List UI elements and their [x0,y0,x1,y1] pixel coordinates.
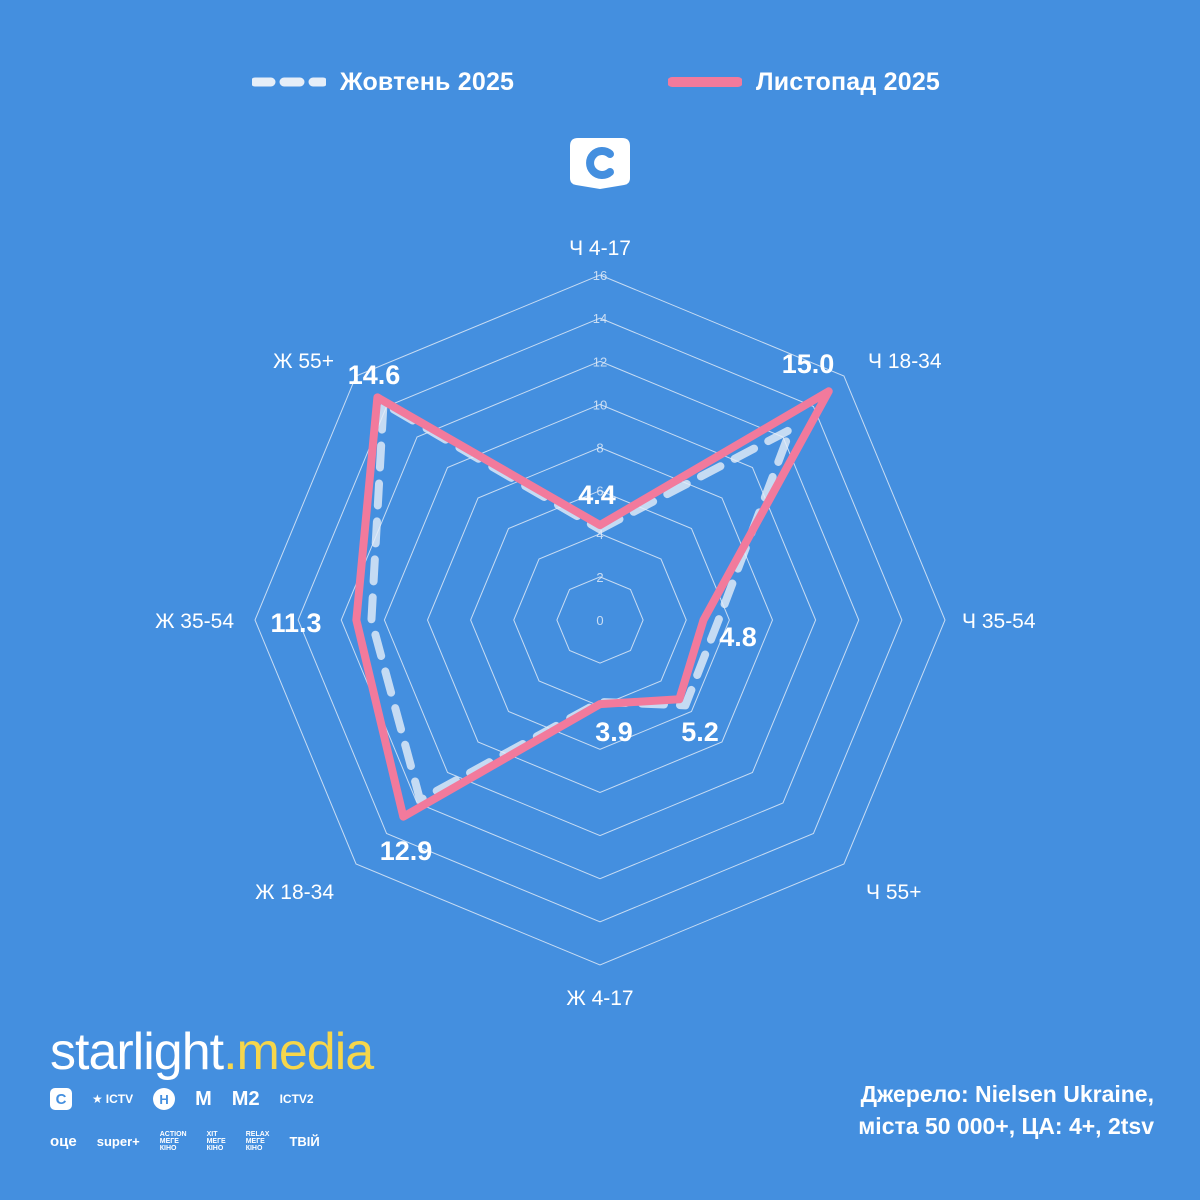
radial-tick-label: 10 [593,397,607,412]
grid-ring [426,446,774,794]
brand-part1: starlight [50,1023,224,1081]
series-layer [352,387,833,821]
channel-m1-logo: M [195,1087,212,1110]
grid-ring [340,360,860,880]
brand-part2: media [236,1023,375,1081]
data-label: 14.6 [348,360,401,390]
legend: Жовтень 2025 Листопад 2025 [0,62,1200,102]
axis-label: Ж 18-34 [255,881,334,904]
grid-ring [297,317,903,923]
radial-tick-label: 0 [596,613,603,628]
channel-ictv-logo: ★ ICTV [92,1092,134,1106]
series-line-october [367,399,795,804]
axis-label: Ж 4-17 [566,987,633,1010]
radar-grid [254,274,946,966]
radial-tick-label: 16 [593,268,607,283]
channel-oce-logo: оце [50,1132,77,1150]
data-label: 11.3 [270,608,321,638]
channel-tviy-logo: ТВІЙ [289,1133,320,1149]
axis-label: Ж 35-54 [155,610,234,633]
radial-tick-label: 2 [596,570,603,585]
data-label: 5.2 [681,717,719,747]
axis-label: Ч 55+ [866,881,921,904]
source-line-1: Джерело: Nielsen Ukraine, [860,1081,1154,1107]
channel-superplus-logo: super+ [96,1133,140,1149]
channel-novyi-logo: H [153,1088,176,1110]
axis-label: Ч 35-54 [962,610,1036,633]
stb-logo-icon [570,138,630,189]
series-line-november [352,387,833,821]
radial-tick-label: 4 [596,527,603,542]
channel-stb-logo: C [50,1088,72,1110]
channel-row-1: C ★ ICTV H M M2 ICTV2 [50,1084,410,1114]
radial-tick-label: 8 [596,441,603,456]
channel-relax-logo: RELAX МЕГЕ КІНО [245,1130,270,1152]
channel-m2-logo: M2 [231,1087,260,1110]
data-label: 4.4 [578,480,616,510]
legend-item-october: Жовтень 2025 [252,62,514,102]
channel-action-logo: ACTION МЕГЕ КІНО [159,1130,187,1152]
dashed-line-swatch-icon [252,77,326,87]
legend-item-november: Листопад 2025 [668,62,940,102]
grid-ring [254,274,946,966]
channel-strip: C ★ ICTV H M M2 ICTV2 оце super+ ACTION МЕ… [50,1084,410,1168]
axis-labels: Ч 4-17 Ч 18-34 Ч 35-54 Ч 55+ Ж 4-17 Ж 18-34 Ж … [155,237,1036,1010]
grid-ring [556,576,644,664]
source-line-2: міста 50 000+, ЦА: 4+, 2tsv [858,1113,1154,1139]
radial-tick-label: 14 [593,311,607,326]
axis-label: Ч 18-34 [868,350,942,373]
channel-row-2: оце super+ ACTION МЕГЕ КІНО XIT МЕГЕ КІНО RE… [50,1126,410,1156]
data-label: 15.0 [782,349,835,379]
data-label: 12.9 [380,836,433,866]
grid-ring [383,403,817,837]
legend-label-november: Листопад 2025 [756,67,941,96]
solid-line-swatch-icon [668,77,742,87]
source-note: Джерело: Nielsen Ukraine, міста 50 000+,… [858,1078,1154,1142]
channel-logo [568,136,632,190]
channel-xit-logo: XIT МЕГЕ КІНО [206,1130,226,1152]
axis-label: Ж 55+ [273,350,334,373]
channel-ictv2-logo: ICTV2 [279,1092,314,1106]
data-label: 3.9 [595,717,633,747]
radial-ticks: 0 2 4 6 8 10 12 14 16 [593,268,607,628]
data-labels: 4.4 15.0 4.8 5.2 3.9 12.9 11.3 14.6 [270,349,834,866]
data-label: 4.8 [719,622,757,652]
brand-logo: starlight.media [50,1023,375,1081]
radial-tick-label: 6 [596,484,603,499]
legend-label-october: Жовтень 2025 [340,67,515,96]
radial-tick-label: 12 [593,354,607,369]
grid-ring [470,490,730,750]
axis-label: Ч 4-17 [569,237,631,260]
